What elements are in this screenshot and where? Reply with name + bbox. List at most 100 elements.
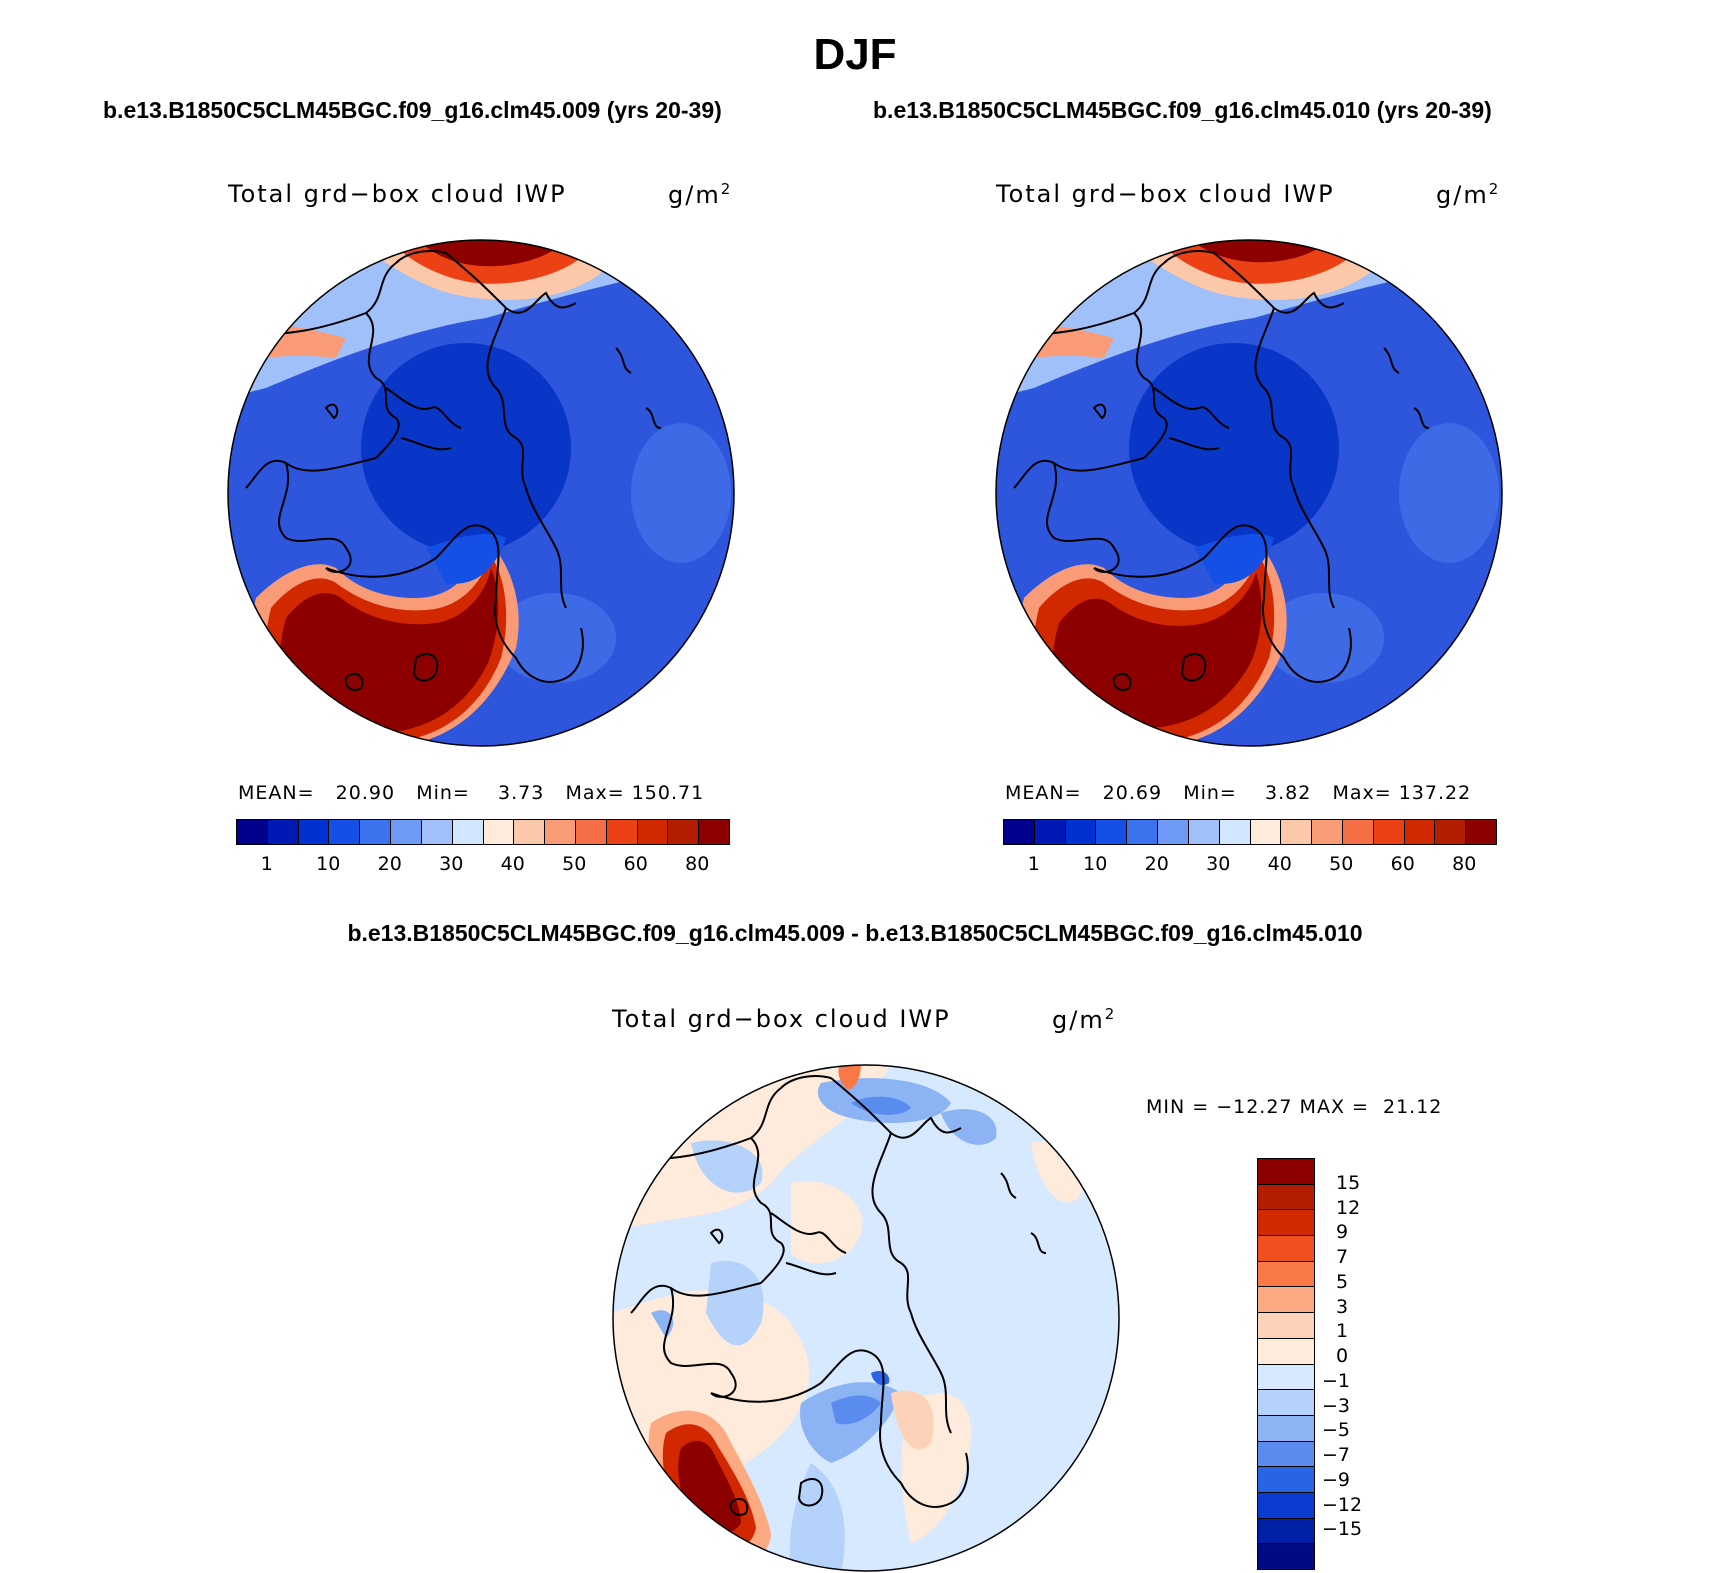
difference-colorbar-swatch — [1258, 1236, 1314, 1262]
difference-variable-title: Total grd−box cloud IWP — [612, 1005, 951, 1033]
panel-1-colorbar-swatch — [668, 820, 700, 844]
difference-colorbar-swatch — [1258, 1159, 1314, 1185]
panel-1-min-label: Min= — [416, 782, 470, 804]
difference-colorbar-swatch — [1258, 1210, 1314, 1237]
panel-2-colorbar-tick-label: 60 — [1390, 853, 1415, 875]
panel-2-colorbar-ticks: 1 10 20 30 40 50 60 80 — [1003, 853, 1495, 879]
panel-1-colorbar-swatch — [237, 820, 268, 844]
panel-2-colorbar-swatch — [1404, 820, 1436, 844]
difference-colorbar-tick-label: −12 — [1322, 1493, 1363, 1516]
panel-2-colorbar-tick-label: 10 — [1083, 853, 1108, 875]
difference-colorbar-tick-label: 7 — [1336, 1246, 1349, 1268]
difference-colorbar-swatch — [1258, 1492, 1314, 1519]
panel-2-colorbar-tick-label: 50 — [1329, 853, 1354, 875]
panel-1-variable-title: Total grd−box cloud IWP — [228, 180, 567, 208]
panel-1-colorbar-swatch — [452, 820, 484, 844]
panel-2-colorbar-swatch — [1466, 820, 1496, 844]
panel-2-colorbar-swatch — [1004, 820, 1035, 844]
panel-1-colorbar-swatch — [514, 820, 546, 844]
panel-1-max-label: Max= — [565, 782, 625, 804]
difference-colorbar-swatch — [1258, 1544, 1314, 1569]
panel-1-colorbar-tick-label: 80 — [685, 853, 710, 875]
panel-2-colorbar-swatch — [1435, 820, 1467, 844]
difference-colorbar-swatch — [1258, 1287, 1314, 1314]
panel-1-colorbar-swatch — [391, 820, 422, 844]
panel-1-colorbar-tick-label: 10 — [316, 853, 341, 875]
panel-1-colorbar — [236, 819, 730, 845]
difference-colorbar-tick-label: 1 — [1336, 1320, 1349, 1343]
difference-colorbar-tick-label: 5 — [1336, 1270, 1349, 1293]
panel-2-case-title: b.e13.B1850C5CLM45BGC.f09_g16.clm45.010 … — [873, 97, 1492, 123]
difference-colorbar-swatch — [1258, 1364, 1314, 1391]
difference-colorbar-swatch — [1258, 1261, 1314, 1288]
panel-2-colorbar-swatch — [1250, 820, 1282, 844]
panel-2-colorbar-swatch — [1188, 820, 1220, 844]
panel-1-min: 3.73 — [498, 782, 545, 804]
panel-2-mean: 20.69 — [1102, 782, 1163, 804]
panel-2-units: g/m2 — [1436, 180, 1499, 209]
difference-colorbar-tick-label: −5 — [1322, 1419, 1351, 1442]
difference-colorbar-tick-label: −3 — [1322, 1394, 1351, 1417]
panel-2-colorbar — [1003, 819, 1497, 845]
panel-1-colorbar-tick-label: 60 — [623, 853, 648, 875]
difference-colorbar-swatch — [1258, 1441, 1314, 1468]
panel-2-min: 3.82 — [1265, 782, 1312, 804]
difference-colorbar-tick-label: −1 — [1322, 1369, 1351, 1392]
panel-2-variable-title: Total grd−box cloud IWP — [996, 180, 1335, 208]
panel-2-colorbar-swatch — [1158, 820, 1189, 844]
difference-colorbar-tick-label: 12 — [1336, 1196, 1361, 1219]
panel-1-colorbar-tick-label: 1 — [260, 853, 273, 875]
difference-colorbar-tick-label: −15 — [1322, 1518, 1363, 1541]
panel-2-colorbar-tick-label: 30 — [1206, 853, 1231, 875]
panel-2-colorbar-swatch — [1065, 820, 1097, 844]
panel-2-colorbar-tick-label: 1 — [1027, 853, 1040, 875]
panel-2-stats: MEAN= 20.69 Min= 3.82 Max= 137.22 — [1005, 782, 1471, 804]
panel-2-mean-label: MEAN= — [1005, 782, 1082, 804]
panel-1-colorbar-swatch — [267, 820, 299, 844]
difference-colorbar-swatch — [1258, 1390, 1314, 1416]
panel-2-colorbar-swatch — [1127, 820, 1159, 844]
panel-1-colorbar-swatch — [483, 820, 515, 844]
difference-minmax: MIN = −12.27 MAX = 21.12 — [1146, 1096, 1443, 1118]
panel-1-max: 150.71 — [631, 782, 705, 804]
difference-colorbar-swatch — [1258, 1184, 1314, 1211]
difference-colorbar-tick-label: 3 — [1336, 1295, 1349, 1318]
panel-1-case-title: b.e13.B1850C5CLM45BGC.f09_g16.clm45.009 … — [103, 97, 722, 123]
panel-2-colorbar-swatch — [1034, 820, 1066, 844]
panel-1-mean-label: MEAN= — [238, 782, 315, 804]
difference-colorbar-ticks: 15 12 9 7 5 3 1 0 −1 −3 −5 −7 −9 −12 −15 — [1322, 1158, 1402, 1554]
panel-2-colorbar-swatch — [1342, 820, 1374, 844]
panel-1-colorbar-swatch — [545, 820, 576, 844]
difference-colorbar-tick-label: −7 — [1322, 1444, 1351, 1466]
panel-1-colorbar-tick-label: 30 — [439, 853, 464, 875]
difference-units: g/m2 — [1052, 1005, 1115, 1034]
panel-1-colorbar-swatch — [637, 820, 669, 844]
panel-2-colorbar-swatch — [1219, 820, 1251, 844]
panel-1-colorbar-ticks: 1 10 20 30 40 50 60 80 — [236, 853, 728, 879]
panel-1-colorbar-swatch — [298, 820, 330, 844]
panel-1-colorbar-swatch — [329, 820, 361, 844]
difference-colorbar-swatch — [1258, 1467, 1314, 1493]
figure-title: DJF — [813, 30, 897, 79]
panel-2-colorbar-swatch — [1096, 820, 1128, 844]
panel-1-colorbar-swatch — [360, 820, 392, 844]
panel-2-colorbar-swatch — [1312, 820, 1343, 844]
difference-colorbar-tick-label: 15 — [1336, 1171, 1361, 1194]
difference-colorbar-swatch — [1258, 1313, 1314, 1339]
panel-2-min-label: Min= — [1183, 782, 1237, 804]
panel-2-polar-map — [995, 239, 1503, 747]
panel-2-colorbar-tick-label: 20 — [1144, 853, 1169, 875]
panel-1-units: g/m2 — [668, 180, 731, 209]
panel-2-colorbar-swatch — [1373, 820, 1405, 844]
panel-2-max-label: Max= — [1332, 782, 1392, 804]
panel-1-mean: 20.90 — [335, 782, 396, 804]
panel-2-max: 137.22 — [1398, 782, 1472, 804]
difference-colorbar-tick-label: −9 — [1322, 1468, 1351, 1491]
difference-title: b.e13.B1850C5CLM45BGC.f09_g16.clm45.009 … — [347, 920, 1363, 946]
panel-1-colorbar-swatch — [606, 820, 638, 844]
difference-colorbar-swatch — [1258, 1415, 1314, 1442]
panel-1-stats: MEAN= 20.90 Min= 3.73 Max= 150.71 — [238, 782, 704, 804]
difference-polar-map — [612, 1064, 1120, 1572]
panel-1-colorbar-tick-label: 50 — [562, 853, 587, 875]
panel-2-colorbar-swatch — [1281, 820, 1313, 844]
